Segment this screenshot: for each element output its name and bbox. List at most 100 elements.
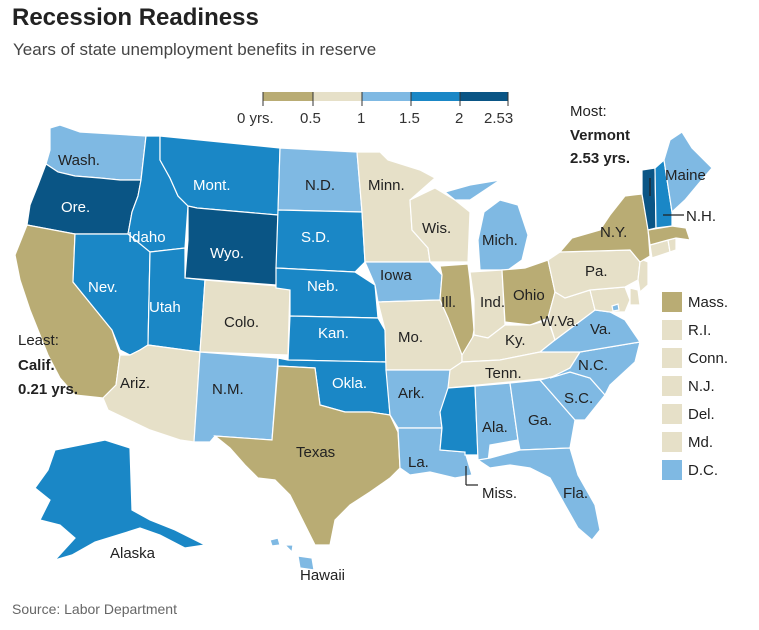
label-ny: N.Y.: [600, 224, 627, 241]
small-legend-swatch-del: [662, 404, 682, 424]
label-sd: S.D.: [301, 229, 330, 246]
state-mich: [443, 179, 529, 271]
small-legend-swatch-dc: [662, 460, 682, 480]
scale-bin-3: [411, 92, 460, 101]
source-note: Source: Labor Department: [12, 601, 177, 617]
label-colo: Colo.: [224, 314, 259, 331]
state-maine: [663, 131, 713, 214]
chart-subtitle: Years of state unemployment benefits in …: [13, 40, 377, 59]
label-ark: Ark.: [398, 385, 425, 402]
label-alaska: Alaska: [110, 545, 156, 562]
small-legend-label-del: Del.: [688, 406, 715, 423]
label-ky: Ky.: [505, 332, 526, 349]
label-nd: N.D.: [305, 177, 335, 194]
label-nc: N.C.: [578, 357, 608, 374]
label-wyo: Wyo.: [210, 245, 244, 262]
annotation-most: Most: Vermont 2.53 yrs.: [570, 103, 630, 167]
color-scale-legend: 0 yrs. 0.5 1 1.5 2 2.53: [237, 92, 513, 127]
label-mich: Mich.: [482, 232, 518, 249]
scale-bin-4: [460, 92, 508, 101]
scale-tick-3: 1.5: [399, 110, 420, 127]
label-neb: Neb.: [307, 278, 339, 295]
small-legend-swatch-mass: [662, 292, 682, 312]
label-utah: Utah: [149, 299, 181, 316]
label-la: La.: [408, 454, 429, 471]
chart-title: Recession Readiness: [12, 4, 259, 31]
small-legend-label-dc: D.C.: [688, 462, 718, 479]
small-legend-label-nj: N.J.: [688, 378, 715, 395]
annotation-least: Least: Calif. 0.21 yrs.: [18, 332, 78, 398]
state-hawaii: [269, 537, 315, 571]
state-alaska: [34, 439, 207, 562]
small-states-legend: Mass. R.I. Conn. N.J. Del. Md. D.C.: [662, 292, 728, 480]
scale-tick-5: 2.53: [484, 110, 513, 127]
label-texas: Texas: [296, 444, 335, 461]
label-okla: Okla.: [332, 375, 367, 392]
label-ore: Ore.: [61, 199, 90, 216]
scale-bin-0: [263, 92, 313, 101]
label-mont: Mont.: [193, 177, 231, 194]
label-iowa: Iowa: [380, 267, 412, 284]
annotation-most-label: Most:: [570, 103, 607, 120]
small-legend-label-conn: Conn.: [688, 350, 728, 367]
label-maine: Maine: [665, 167, 706, 184]
small-legend-label-md: Md.: [688, 434, 713, 451]
state-nc: [549, 341, 641, 397]
state-mass: [647, 225, 691, 246]
label-wash: Wash.: [58, 152, 100, 169]
label-ill: Ill.: [441, 294, 456, 311]
state-nh: [654, 158, 673, 229]
state-fla: [476, 447, 601, 541]
label-va: Va.: [590, 321, 611, 338]
label-nm: N.M.: [212, 381, 244, 398]
label-idaho: Idaho: [128, 229, 166, 246]
label-mo: Mo.: [398, 329, 423, 346]
state-md: [589, 286, 631, 313]
small-legend-swatch-ri: [662, 320, 682, 340]
state-labels: Wash. Ore. Idaho Nev. Mont. Wyo. Utah Co…: [58, 152, 716, 584]
label-hawaii: Hawaii: [300, 567, 345, 584]
state-sd: [275, 209, 366, 273]
label-ind: Ind.: [480, 294, 505, 311]
label-ga: Ga.: [528, 412, 552, 429]
label-kan: Kan.: [318, 325, 349, 342]
state-wis: [409, 187, 471, 263]
annotation-most-state: Vermont: [570, 127, 630, 144]
scale-tick-4: 2: [455, 110, 463, 127]
small-legend-swatch-nj: [662, 376, 682, 396]
state-dc: [611, 303, 620, 312]
label-fla: Fla.: [563, 485, 588, 502]
state-miss: [439, 385, 479, 456]
us-choropleth-map: 0 yrs. 0.5 1 1.5 2 2.53: [14, 92, 728, 584]
label-nh: N.H.: [686, 208, 716, 225]
label-minn: Minn.: [368, 177, 405, 194]
label-tenn: Tenn.: [485, 365, 522, 382]
scale-bin-1: [313, 92, 362, 101]
state-del: [629, 287, 641, 306]
label-wva: W.Va.: [540, 313, 579, 330]
states-layer: [14, 124, 713, 571]
state-texas: [213, 365, 401, 546]
annotation-least-label: Least:: [18, 332, 59, 349]
label-ohio: Ohio: [513, 287, 545, 304]
scale-tick-0: 0 yrs.: [237, 110, 274, 127]
small-legend-swatch-md: [662, 432, 682, 452]
leader-lines: [465, 178, 684, 486]
state-nj: [636, 256, 649, 294]
label-ala: Ala.: [482, 419, 508, 436]
scale-bin-2: [362, 92, 411, 101]
small-legend-swatch-conn: [662, 348, 682, 368]
annotation-least-value: 0.21 yrs.: [18, 381, 78, 398]
small-legend-label-ri: R.I.: [688, 322, 711, 339]
scale-tick-2: 1: [357, 110, 365, 127]
label-nev: Nev.: [88, 279, 118, 296]
annotation-most-value: 2.53 yrs.: [570, 150, 630, 167]
annotation-least-state: Calif.: [18, 357, 55, 374]
label-wis: Wis.: [422, 220, 451, 237]
small-legend-label-mass: Mass.: [688, 294, 728, 311]
label-sc: S.C.: [564, 390, 593, 407]
label-miss: Miss.: [482, 485, 517, 502]
label-ariz: Ariz.: [120, 375, 150, 392]
scale-tick-1: 0.5: [300, 110, 321, 127]
label-pa: Pa.: [585, 263, 608, 280]
